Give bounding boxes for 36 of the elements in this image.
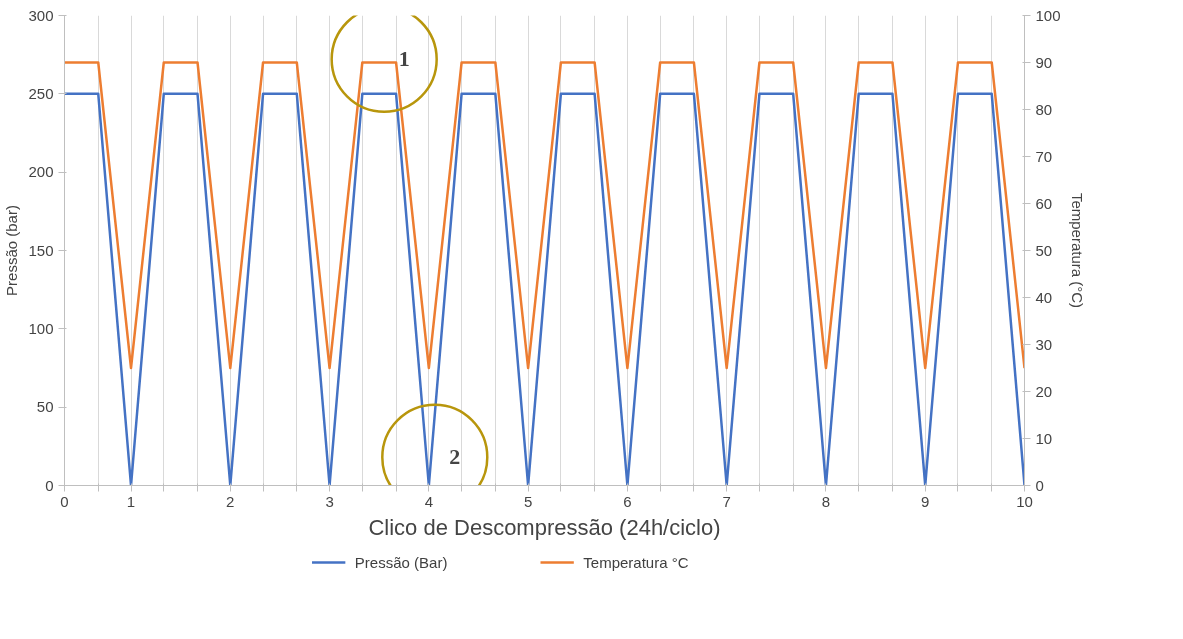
y2-tick-label: 70: [1035, 147, 1053, 165]
x-axis-title: Clico de Descompressão (24h/ciclo): [368, 514, 721, 540]
y2-tick-label: 90: [1035, 53, 1053, 71]
y-tick-label: 50: [36, 398, 54, 416]
y-tick-label: 0: [45, 476, 54, 494]
y-tick-label: 250: [28, 84, 54, 102]
x-tick-label: 10: [1016, 492, 1033, 510]
x-tick-label: 3: [325, 492, 334, 510]
y2-tick-label: 20: [1035, 382, 1053, 400]
y-axis-title: Pressão (bar): [3, 205, 21, 296]
y2-tick-label: 60: [1035, 194, 1053, 212]
x-tick-label: 4: [424, 492, 434, 510]
x-tick-label: 9: [921, 492, 930, 510]
y2-tick-label: 50: [1035, 241, 1053, 259]
legend-label: Temperatura °C: [583, 554, 689, 571]
y-tick-label: 150: [28, 241, 54, 259]
x-tick-label: 7: [722, 492, 731, 510]
x-tick-label: 1: [126, 492, 136, 510]
legend-label: Pressão (Bar): [354, 554, 448, 571]
y2-tick-label: 10: [1035, 429, 1053, 447]
y-tick-label: 300: [28, 6, 54, 24]
x-tick-label: 8: [821, 492, 831, 510]
y2-tick-label: 100: [1035, 6, 1061, 24]
x-tick-label: 0: [60, 492, 69, 510]
y2-axis-title: Temperatura (°C): [1068, 192, 1086, 309]
y2-tick-label: 80: [1035, 100, 1053, 118]
y2-tick-label: 0: [1035, 476, 1044, 494]
annotation: 2: [449, 444, 461, 470]
y-tick-label: 100: [28, 319, 54, 337]
y2-tick-label: 30: [1035, 335, 1053, 353]
x-tick-label: 5: [523, 492, 533, 510]
y2-tick-label: 40: [1035, 288, 1053, 306]
y-tick-label: 200: [28, 163, 54, 181]
x-tick-label: 6: [623, 492, 632, 510]
x-tick-label: 2: [226, 492, 235, 510]
annotation: 1: [398, 46, 410, 72]
